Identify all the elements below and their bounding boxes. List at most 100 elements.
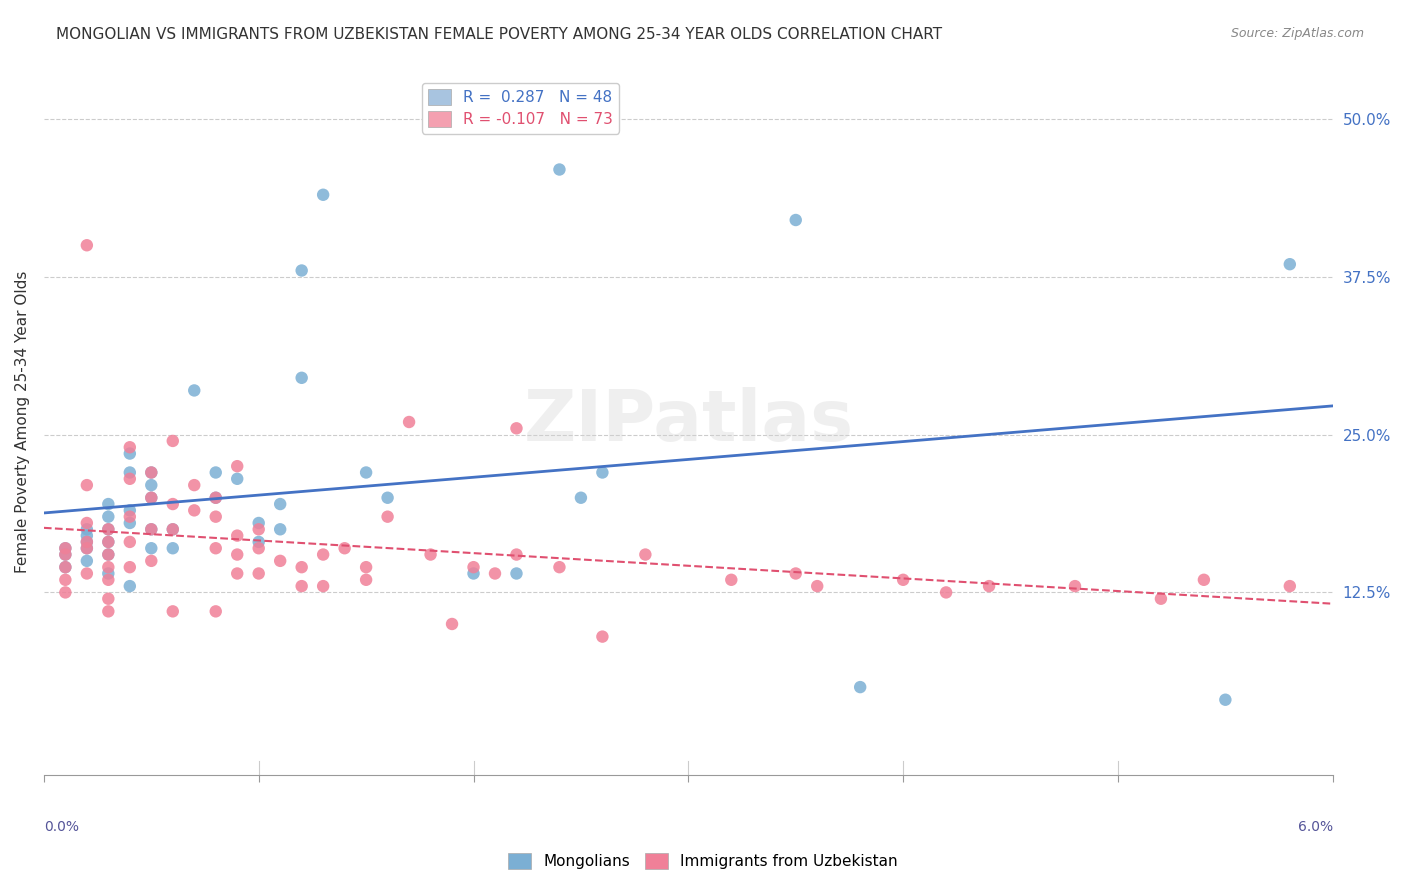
Point <box>354 573 377 587</box>
Point <box>1192 573 1215 587</box>
Point <box>141 491 163 505</box>
Point <box>247 541 270 556</box>
Point <box>141 541 163 556</box>
Point <box>291 579 314 593</box>
Point <box>97 522 120 536</box>
Point <box>162 522 184 536</box>
Point <box>53 560 76 574</box>
Point <box>204 541 226 556</box>
Point <box>377 509 399 524</box>
Text: ZIPatlas: ZIPatlas <box>523 387 853 457</box>
Point <box>312 579 335 593</box>
Point <box>76 522 98 536</box>
Point <box>849 680 872 694</box>
Point <box>204 466 226 480</box>
Point <box>226 566 249 581</box>
Point <box>247 516 270 530</box>
Point <box>569 491 592 505</box>
Y-axis label: Female Poverty Among 25-34 Year Olds: Female Poverty Among 25-34 Year Olds <box>15 271 30 574</box>
Point <box>312 187 335 202</box>
Point <box>118 560 141 574</box>
Point <box>53 573 76 587</box>
Point <box>97 591 120 606</box>
Point <box>141 466 163 480</box>
Point <box>76 528 98 542</box>
Point <box>76 541 98 556</box>
Point <box>141 466 163 480</box>
Point <box>183 478 205 492</box>
Text: Source: ZipAtlas.com: Source: ZipAtlas.com <box>1230 27 1364 40</box>
Point <box>183 503 205 517</box>
Point <box>505 421 527 435</box>
Text: 0.0%: 0.0% <box>44 820 79 834</box>
Point <box>720 573 742 587</box>
Point <box>97 535 120 549</box>
Point <box>162 541 184 556</box>
Point <box>53 560 76 574</box>
Point <box>484 566 506 581</box>
Point <box>226 548 249 562</box>
Point <box>1278 579 1301 593</box>
Point <box>162 522 184 536</box>
Point <box>463 560 485 574</box>
Text: MONGOLIAN VS IMMIGRANTS FROM UZBEKISTAN FEMALE POVERTY AMONG 25-34 YEAR OLDS COR: MONGOLIAN VS IMMIGRANTS FROM UZBEKISTAN … <box>56 27 942 42</box>
Point <box>118 535 141 549</box>
Point <box>204 491 226 505</box>
Point <box>891 573 914 587</box>
Point <box>76 478 98 492</box>
Point <box>76 541 98 556</box>
Point <box>204 491 226 505</box>
Point <box>441 617 464 632</box>
Point <box>226 528 249 542</box>
Point <box>291 263 314 277</box>
Point <box>53 548 76 562</box>
Point <box>1150 591 1173 606</box>
Point <box>141 522 163 536</box>
Point <box>785 566 807 581</box>
Point <box>76 554 98 568</box>
Point <box>785 213 807 227</box>
Point <box>118 516 141 530</box>
Point <box>634 548 657 562</box>
Point <box>354 560 377 574</box>
Point <box>398 415 420 429</box>
Point <box>97 535 120 549</box>
Point <box>118 509 141 524</box>
Point <box>118 579 141 593</box>
Point <box>97 604 120 618</box>
Point <box>97 522 120 536</box>
Point <box>226 459 249 474</box>
Point <box>204 604 226 618</box>
Point <box>97 573 120 587</box>
Point <box>118 466 141 480</box>
Point <box>591 630 613 644</box>
Point <box>977 579 1000 593</box>
Point <box>377 491 399 505</box>
Point <box>505 566 527 581</box>
Point <box>183 384 205 398</box>
Point <box>53 585 76 599</box>
Point <box>53 548 76 562</box>
Point <box>76 238 98 252</box>
Point <box>548 560 571 574</box>
Legend: R =  0.287   N = 48, R = -0.107   N = 73: R = 0.287 N = 48, R = -0.107 N = 73 <box>422 83 620 134</box>
Point <box>291 371 314 385</box>
Point <box>118 440 141 454</box>
Point <box>97 560 120 574</box>
Point <box>118 472 141 486</box>
Point <box>141 478 163 492</box>
Point <box>53 541 76 556</box>
Point <box>1278 257 1301 271</box>
Point <box>935 585 957 599</box>
Point <box>118 503 141 517</box>
Point <box>806 579 828 593</box>
Text: 6.0%: 6.0% <box>1298 820 1333 834</box>
Legend: Mongolians, Immigrants from Uzbekistan: Mongolians, Immigrants from Uzbekistan <box>502 847 904 875</box>
Point <box>141 522 163 536</box>
Point <box>419 548 441 562</box>
Point <box>333 541 356 556</box>
Point <box>269 554 291 568</box>
Point <box>162 604 184 618</box>
Point <box>97 497 120 511</box>
Point <box>463 566 485 581</box>
